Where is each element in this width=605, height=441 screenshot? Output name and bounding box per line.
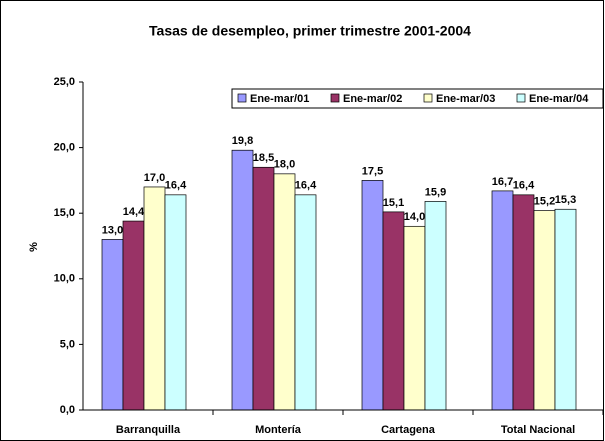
data-label: 13,0 [102,224,123,236]
data-label: 15,2 [534,195,555,207]
data-label: 16,7 [492,176,513,188]
bar [533,210,556,411]
bar [252,166,275,411]
data-label: 18,0 [274,159,295,171]
bar [143,186,166,411]
legend-box [231,88,604,109]
legend-swatch [516,93,526,103]
data-label: 17,5 [362,165,383,177]
bar [403,225,426,411]
data-label: 15,9 [425,186,446,198]
data-label: 17,0 [144,172,165,184]
bar [382,211,405,411]
x-tick-label: Total Nacional [501,424,575,436]
y-tick-label: 0,0 [60,404,75,416]
bar [122,220,145,411]
data-label: 15,1 [383,197,404,209]
legend-swatch [330,93,340,103]
bar [554,208,577,411]
bar [512,194,535,411]
legend-label: Ene-mar/03 [436,93,495,105]
data-label: 16,4 [295,180,317,192]
x-tick-label: Barranquilla [116,424,181,436]
data-label: 16,4 [165,180,187,192]
legend-label: Ene-mar/02 [343,93,402,105]
bar [231,149,254,411]
legend-label: Ene-mar/04 [529,93,589,105]
data-label: 18,5 [253,152,274,164]
legend-swatch [237,93,247,103]
y-tick-label: 25,0 [54,76,75,88]
chart-title: Tasas de desempleo, primer trimestre 200… [149,23,471,39]
legend-label: Ene-mar/01 [250,93,309,105]
x-tick-label: Montería [255,424,302,436]
legend-swatch [423,93,433,103]
data-label: 14,4 [123,206,145,218]
data-label: 16,4 [513,180,535,192]
bar [273,173,296,411]
bar [424,201,447,411]
y-axis-label: % [28,242,40,252]
bar [294,194,317,411]
data-label: 15,3 [555,194,576,206]
y-tick-label: 5,0 [60,338,75,350]
bar [164,194,187,411]
bar [101,239,124,411]
y-tick-label: 10,0 [54,273,75,285]
data-label: 14,0 [404,211,425,223]
x-tick-label: Cartagena [381,424,436,436]
data-label: 19,8 [232,135,253,147]
y-tick-label: 15,0 [54,207,75,219]
y-tick-label: 20,0 [54,142,75,154]
bar [361,180,384,411]
bar [491,190,514,411]
